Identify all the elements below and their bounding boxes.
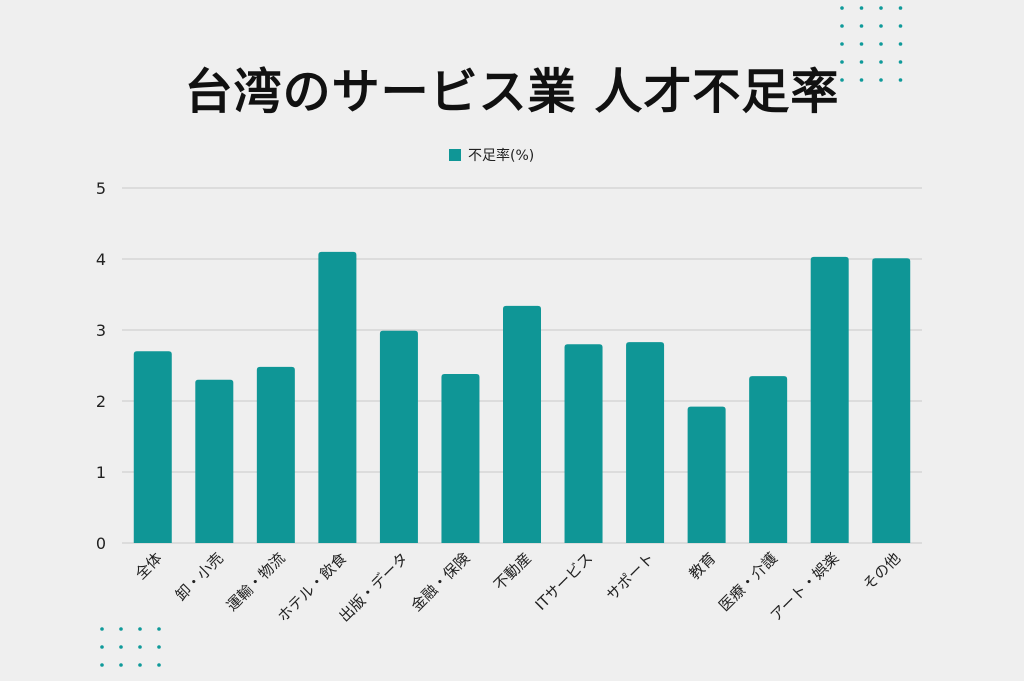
x-tick-label: 運輸・物流 [223, 549, 289, 615]
decorative-dot [119, 627, 123, 631]
decorative-dot [840, 78, 844, 82]
decorative-dot [138, 627, 142, 631]
x-tick-label: 卸・小売 [172, 549, 227, 604]
y-tick-label: 3 [96, 321, 106, 340]
decorative-dot [898, 6, 903, 10]
y-tick-label: 1 [96, 463, 106, 482]
decorative-dot [840, 42, 844, 46]
decorative-dot [898, 60, 903, 64]
decorative-dot [100, 645, 104, 649]
bar [626, 342, 665, 543]
bar [687, 406, 726, 543]
y-tick-label: 2 [96, 392, 106, 411]
bar [564, 344, 603, 543]
y-axis-ticks: 0 1 2 3 4 5 [96, 179, 106, 553]
decorative-dot [840, 60, 844, 64]
decorative-dot [859, 42, 864, 46]
bar [810, 256, 849, 543]
decorative-dot [138, 663, 142, 667]
x-tick-label: ITサービス [532, 549, 597, 614]
decorative-dot [119, 663, 123, 667]
y-tick-label: 5 [96, 179, 106, 198]
decorative-dot [879, 24, 883, 28]
decorative-dot [100, 627, 104, 631]
decorative-dot [840, 6, 844, 10]
decorative-dot-grid-bottom-left [100, 627, 161, 667]
decorative-dot [859, 60, 864, 64]
bar [749, 376, 788, 543]
decorative-dot [119, 645, 123, 649]
x-tick-label: 金融・保険 [408, 549, 474, 615]
decorative-dot [898, 24, 903, 28]
x-tick-label: 不動産 [490, 549, 535, 594]
decorative-dot [157, 663, 161, 667]
bar [379, 330, 418, 543]
x-tick-label: 教育 [685, 549, 719, 583]
y-tick-label: 0 [96, 534, 106, 553]
bar [318, 251, 357, 543]
x-tick-label: 全体 [132, 549, 166, 583]
decorative-dot [157, 627, 161, 631]
decorative-dot [157, 645, 161, 649]
y-tick-label: 4 [96, 250, 106, 269]
bar [441, 374, 480, 543]
decorative-dot-grid-top-right [840, 6, 903, 82]
decorative-dot [100, 663, 104, 667]
bars [133, 251, 911, 543]
decorative-dot [898, 42, 903, 46]
x-tick-label: サポート [603, 549, 658, 604]
decorative-dot [879, 42, 883, 46]
decorative-dot [898, 78, 903, 82]
bar [133, 351, 172, 543]
legend-label: 不足率(%) [468, 147, 534, 164]
x-tick-label: その他 [860, 549, 905, 594]
bar [195, 379, 234, 543]
decorative-dot [859, 24, 864, 28]
legend-swatch [449, 149, 461, 161]
decorative-dot [879, 60, 883, 64]
decorative-dot [879, 78, 883, 82]
decorative-dot [840, 24, 844, 28]
decorative-dot [138, 645, 142, 649]
bar [256, 366, 295, 543]
bar [872, 258, 911, 543]
bar [503, 305, 541, 543]
decorative-dot [859, 6, 864, 10]
decorative-dot [859, 78, 864, 82]
decorative-dot [879, 6, 883, 10]
legend: 不足率(%) [449, 147, 534, 164]
chart-title: 台湾のサービス業 人才不足率 [184, 64, 840, 120]
x-tick-label: 医療・介護 [715, 549, 781, 615]
